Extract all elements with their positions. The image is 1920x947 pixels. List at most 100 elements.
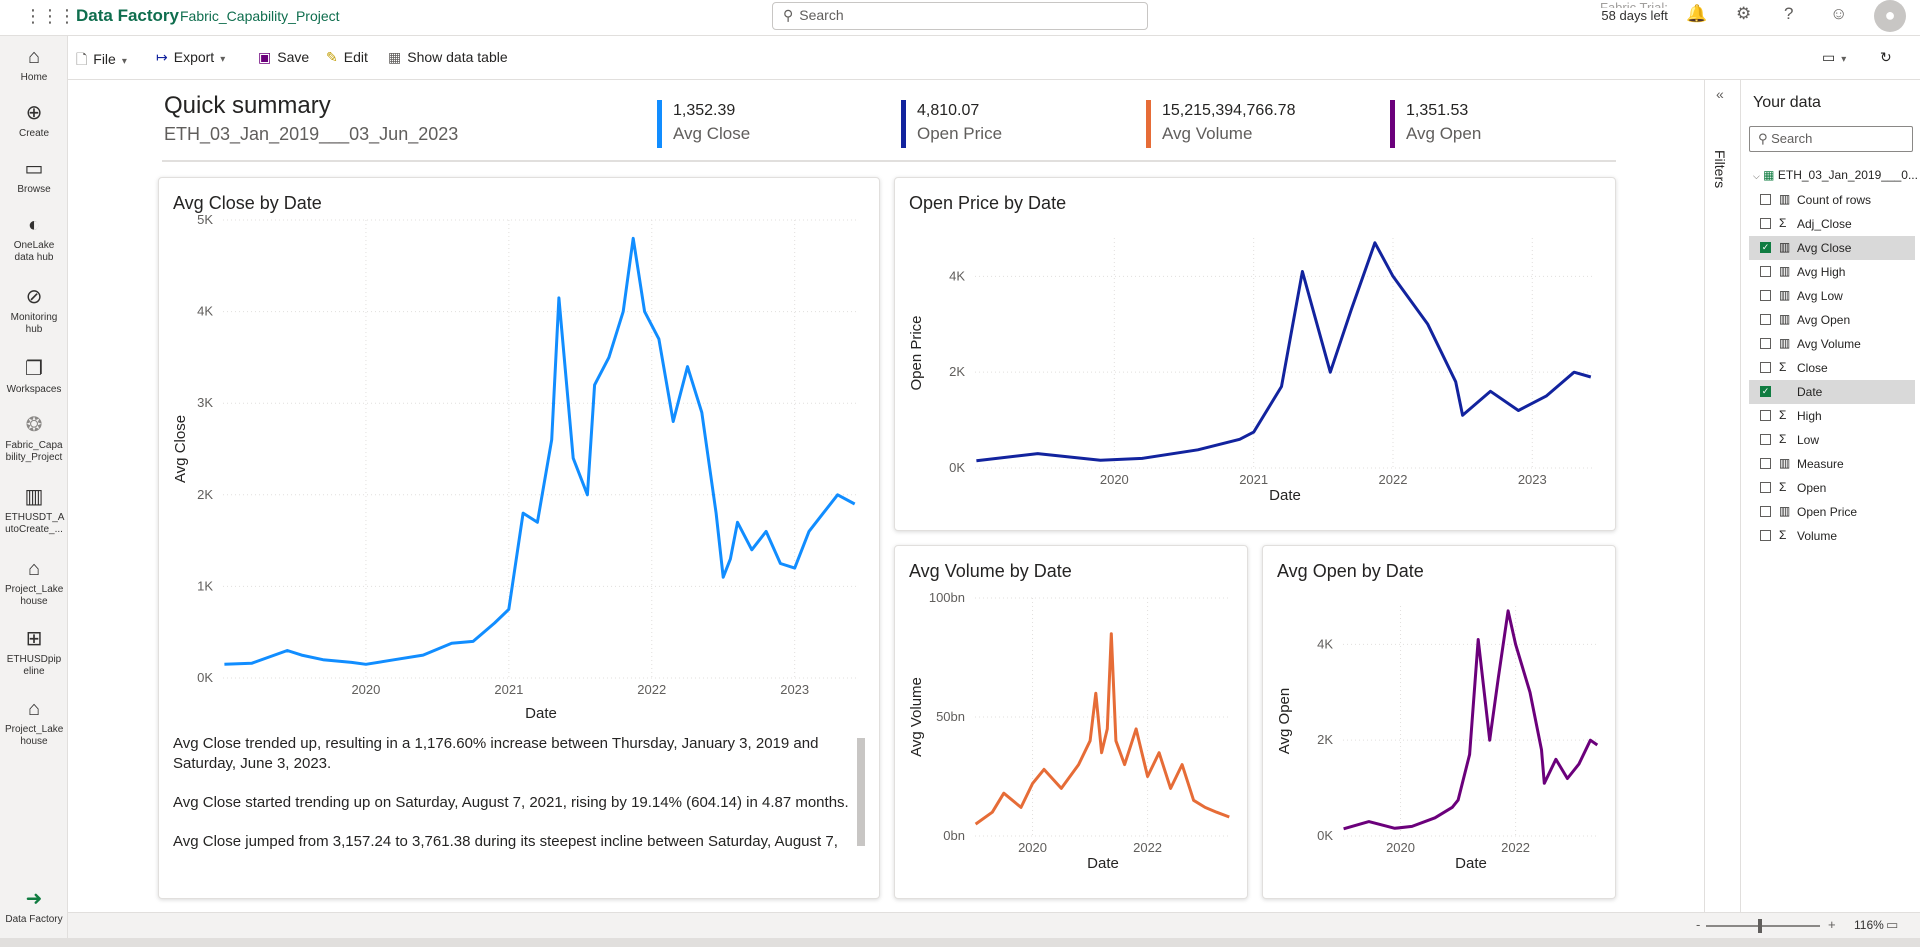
field-item[interactable]: Σ Low [1749,428,1915,452]
user-avatar[interactable]: ● [1874,0,1906,32]
avg-open-chart-card[interactable]: Avg Open by Date 0K 2K 4K 2020 2022 Date Avg O… [1262,545,1616,899]
avg-close-line-chart[interactable]: 0K 1K 2K 3K 4K 5K 2020 2021 2022 2023 Date Avg Clos… [159,178,881,728]
y-tick-label: 2K [949,364,965,379]
field-item[interactable]: Σ Close [1749,356,1915,380]
chevron-down-icon: ▾ [220,54,226,65]
avg-close-chart-card[interactable]: Avg Close by Date 0K 1K 2K 3K 4K 5K 2020 2021 20… [158,177,880,899]
refresh-button[interactable]: ↻ [1880,49,1892,66]
rail-workspace-fabric[interactable]: ❂ Fabric_Capa bility_Project [5,414,63,464]
avg-open-line-chart[interactable]: 0K 2K 4K 2020 2022 Date Avg Open [1263,546,1617,900]
checkbox-icon[interactable] [1760,530,1771,541]
filters-pane[interactable] [1704,80,1740,912]
field-item[interactable]: ▥ Avg High [1749,260,1915,284]
avg-volume-line-chart[interactable]: 0bn 50bn 100bn 2020 2022 Date Avg Volume [895,546,1249,900]
field-item[interactable]: ✓ ▥ Avg Close [1749,236,1915,260]
x-tick-label: 2020 [1386,840,1415,855]
rail-onelake[interactable]: ◐ OneLake data hub [5,214,63,264]
table-node[interactable]: ⌵ ▦ ETH_03_Jan_2019___0... [1753,168,1918,182]
field-item[interactable]: ▥ Open Price [1749,500,1915,524]
zoom-slider-track[interactable] [1706,925,1820,927]
rail-lakehouse-2[interactable]: ⌂ Project_Lake house [5,698,63,748]
checkbox-icon[interactable] [1760,218,1771,229]
rail-home[interactable]: ⌂ Home [0,46,68,84]
checkbox-icon[interactable] [1760,434,1771,445]
rail-pipeline[interactable]: ⊞ ETHUSDpip eline [5,628,63,678]
checkbox-checked-icon[interactable]: ✓ [1760,386,1771,397]
narrative-scrollbar[interactable] [857,738,865,846]
checkbox-checked-icon[interactable]: ✓ [1760,242,1771,253]
filters-label[interactable]: Filters [1712,150,1728,189]
field-item[interactable]: Σ High [1749,404,1915,428]
field-item[interactable]: Σ Adj_Close [1749,212,1915,236]
trial-status[interactable]: Fabric Trial: 58 days left [1600,0,1668,24]
feedback-smiley-icon[interactable]: ☺ [1830,4,1848,23]
field-item[interactable]: ✓ Date [1749,380,1915,404]
edit-button[interactable]: ✎ Edit [326,49,368,66]
chevron-down-icon: ⌵ [1753,171,1760,181]
data-search-placeholder: Search [1771,131,1813,146]
collapse-pane-icon[interactable]: « [1716,86,1724,102]
data-search-input[interactable]: ⚲ Search [1749,126,1913,152]
checkbox-icon[interactable] [1760,338,1771,349]
x-tick-label: 2020 [351,682,380,697]
help-icon[interactable]: ? [1784,4,1794,23]
y-tick-label: 0K [197,670,213,685]
checkbox-icon[interactable] [1760,410,1771,421]
save-button[interactable]: ▣ Save [258,49,309,66]
show-data-table-button[interactable]: ▦ Show data table [388,49,508,66]
rail-create[interactable]: ⊕ Create [0,102,68,140]
app-name[interactable]: Data Factory [76,6,179,25]
breadcrumb-project[interactable]: Fabric_Capability_Project [180,8,340,24]
notification-bell-icon[interactable]: 🔔 [1686,4,1708,23]
rail-workspaces[interactable]: ❐ Workspaces [0,358,68,396]
chart-title: Avg Open by Date [1277,561,1424,581]
rail-report[interactable]: ▥ ETHUSDT_A utoCreate_... [5,486,64,536]
zoom-out-icon[interactable]: - [1696,917,1701,932]
zoom-level[interactable]: 116% [1854,918,1884,932]
rail-lakehouse-1[interactable]: ⌂ Project_Lake house [5,558,63,608]
rail-browse[interactable]: ▭ Browse [0,158,68,196]
field-name: Avg Open [1797,313,1851,327]
settings-gear-icon[interactable]: ⚙ [1736,4,1752,23]
field-item[interactable]: ▥ Avg Low [1749,284,1915,308]
y-tick-label: 50bn [936,709,965,724]
field-item[interactable]: Σ Open [1749,476,1915,500]
field-item[interactable]: ▥ Count of rows [1749,188,1915,212]
checkbox-icon[interactable] [1760,290,1771,301]
checkbox-icon[interactable] [1760,194,1771,205]
view-options-button[interactable]: ▭ ▾ [1822,49,1846,66]
file-menu-button[interactable]: 🗋 File ▾ [76,49,127,73]
zoom-slider-thumb[interactable] [1758,919,1762,933]
checkbox-icon[interactable] [1760,266,1771,277]
field-item[interactable]: ▥ Avg Volume [1749,332,1915,356]
field-item[interactable]: ▥ Avg Open [1749,308,1915,332]
fit-page-icon[interactable]: ▭ [1886,917,1899,932]
open-price-line-chart[interactable]: 0K 2K 4K 2020 2021 2022 2023 Date Open Price [895,178,1617,532]
field-item[interactable]: ▥ Measure [1749,452,1915,476]
checkbox-icon[interactable] [1760,362,1771,373]
checkbox-icon[interactable] [1760,482,1771,493]
app-launcher-icon[interactable]: ⋮⋮⋮ [24,6,76,26]
kpi-avg-open[interactable]: 1,351.53 Avg Open [1390,100,1481,148]
checkbox-icon[interactable] [1760,506,1771,517]
kpi-avg-close[interactable]: 1,352.39 Avg Close [657,100,750,148]
global-search-input[interactable]: ⚲ Search [772,2,1148,30]
field-item[interactable]: Σ Volume [1749,524,1915,548]
checkbox-icon[interactable] [1760,458,1771,469]
zoom-in-icon[interactable]: + [1828,917,1836,932]
y-tick-label: 4K [1317,636,1333,651]
y-axis-title: Avg Close [172,415,189,483]
field-name: Volume [1797,529,1838,543]
kpi-label: Avg Open [1406,124,1482,143]
export-menu-button[interactable]: ↦ Export ▾ [156,49,225,66]
x-tick-label: 2020 [1100,472,1129,487]
avg-volume-chart-card[interactable]: Avg Volume by Date 0bn 50bn 100bn 2020 2022 D… [894,545,1248,899]
checkbox-icon[interactable] [1760,314,1771,325]
kpi-open-price[interactable]: 4,810.07 Open Price [901,100,1002,148]
rail-data-factory[interactable]: ➜ Data Factory [0,888,68,926]
rail-monitoring[interactable]: ⊘ Monitoring hub [5,286,63,336]
open-price-chart-card[interactable]: Open Price by Date 0K 2K 4K 2020 2021 2022 202… [894,177,1616,531]
kpi-avg-volume[interactable]: 15,215,394,766.78 Avg Volume [1146,100,1295,148]
series-line [224,236,856,666]
series-line [1343,609,1599,831]
